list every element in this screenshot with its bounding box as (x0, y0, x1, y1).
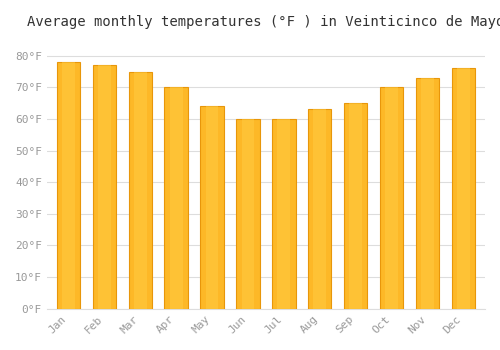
Bar (134, 71, 146, 309)
Bar (206, 106, 218, 309)
Bar (164, 88, 188, 309)
Bar (62, 62, 75, 309)
Bar (56, 62, 80, 309)
Bar (385, 88, 398, 309)
Bar (344, 103, 368, 309)
Bar (350, 103, 362, 309)
Bar (380, 88, 404, 309)
Bar (416, 78, 439, 309)
Bar (128, 71, 152, 309)
Bar (170, 88, 182, 309)
Bar (314, 110, 326, 309)
Bar (457, 68, 470, 309)
Bar (92, 65, 116, 309)
Title: Average monthly temperatures (°F ) in Veinticinco de Mayo: Average monthly temperatures (°F ) in Ve… (27, 15, 500, 29)
Bar (272, 119, 295, 309)
Bar (98, 65, 110, 309)
Bar (421, 78, 434, 309)
Bar (308, 110, 332, 309)
Bar (452, 68, 475, 309)
Bar (278, 119, 290, 309)
Bar (200, 106, 224, 309)
Bar (236, 119, 260, 309)
Bar (242, 119, 254, 309)
